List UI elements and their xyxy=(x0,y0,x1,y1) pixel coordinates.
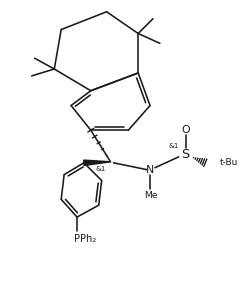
Text: t-Bu: t-Bu xyxy=(220,158,238,167)
Text: O: O xyxy=(181,125,190,135)
Text: &1: &1 xyxy=(168,143,179,149)
Text: N: N xyxy=(146,165,154,175)
Text: &1: &1 xyxy=(96,166,106,172)
Text: PPh₂: PPh₂ xyxy=(74,234,96,244)
Text: Me: Me xyxy=(144,191,158,200)
Text: S: S xyxy=(182,148,190,161)
Polygon shape xyxy=(84,160,111,166)
